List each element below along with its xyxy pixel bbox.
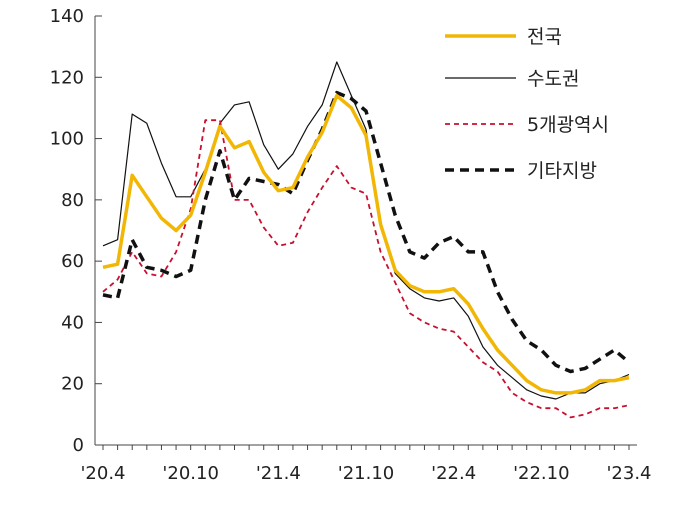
y-tick-label: 100 [50, 129, 84, 150]
y-tick-label: 20 [61, 374, 84, 395]
x-tick-label: '22.10 [513, 463, 569, 484]
legend-label: 기타지방 [527, 160, 597, 182]
y-tick-label: 80 [61, 190, 84, 211]
legend-label: 5개광역시 [527, 114, 609, 136]
series-layer [102, 61, 631, 419]
y-tick-label: 60 [61, 251, 84, 272]
x-tick-label: '23.4 [606, 463, 651, 484]
x-tick-label: '21.4 [256, 463, 301, 484]
x-axis: '20.4 '20.10 '21.4 '21.10 '22.4 '22.10 '23.4 [80, 444, 652, 484]
series-line-0 [102, 93, 630, 395]
x-tick-label: '22.4 [431, 463, 476, 484]
legend-label: 수도권 [527, 68, 579, 90]
x-tick-label: '20.10 [162, 463, 218, 484]
legend-label: 전국 [527, 26, 562, 48]
y-tick-label: 40 [61, 312, 84, 333]
series-line-3 [102, 90, 631, 374]
x-tick-label: '20.4 [80, 463, 125, 484]
y-tick-label: 0 [73, 435, 84, 456]
series-line-1 [102, 61, 630, 400]
x-tick-label: '21.10 [338, 463, 394, 484]
y-axis: 0 20 40 60 80 100 120 140 [50, 6, 102, 456]
series-line-2 [102, 119, 630, 419]
y-tick-label: 120 [50, 67, 84, 88]
y-tick-label: 140 [50, 6, 84, 27]
